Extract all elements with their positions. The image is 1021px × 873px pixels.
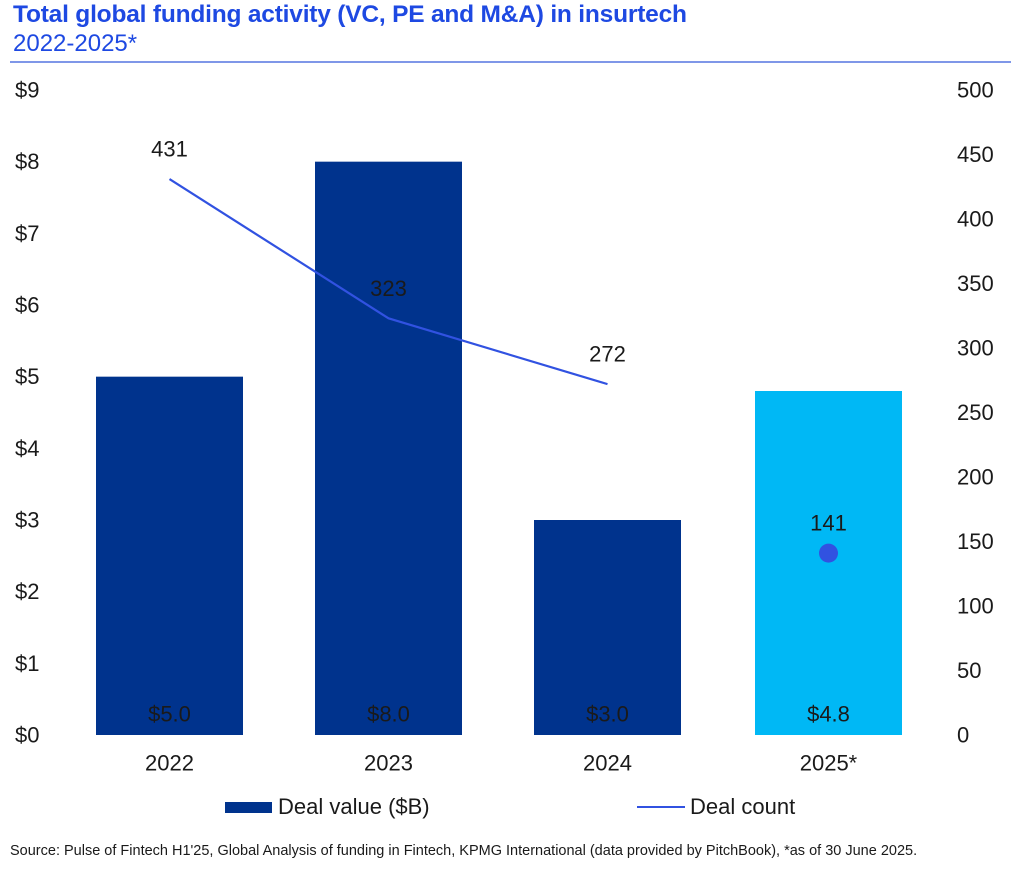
right-axis-tick: 200 bbox=[957, 465, 994, 490]
x-axis-label: 2022 bbox=[145, 751, 194, 776]
bar-value-label: $8.0 bbox=[367, 702, 410, 727]
deal-count-marker bbox=[819, 543, 838, 563]
right-axis-tick: 350 bbox=[957, 271, 994, 296]
right-axis-tick: 450 bbox=[957, 142, 994, 167]
right-axis-tick: 250 bbox=[957, 400, 994, 425]
deal-count-label: 323 bbox=[370, 276, 407, 301]
header-divider bbox=[10, 61, 1011, 63]
deal-count-label: 431 bbox=[151, 137, 188, 162]
x-axis-label: 2024 bbox=[583, 751, 632, 776]
bar-2025 bbox=[755, 391, 902, 735]
right-axis-tick: 150 bbox=[957, 529, 994, 554]
left-axis-tick: $4 bbox=[15, 436, 39, 461]
left-axis-tick: $1 bbox=[15, 651, 39, 676]
legend-deal-value-label: Deal value ($B) bbox=[278, 794, 430, 819]
chart-legend: Deal value ($B) Deal count bbox=[0, 794, 1021, 820]
deal-count-swatch-icon bbox=[637, 806, 685, 808]
left-axis-tick: $9 bbox=[15, 78, 39, 103]
legend-deal-count-label: Deal count bbox=[690, 794, 796, 819]
left-axis-tick: $0 bbox=[15, 723, 39, 748]
x-axis-label: 2023 bbox=[364, 751, 413, 776]
funding-bar-line-chart: $9$8$7$6$5$4$3$2$1$050045040035030025020… bbox=[15, 78, 994, 776]
source-note: Source: Pulse of Fintech H1'25, Global A… bbox=[10, 843, 918, 859]
deal-value-swatch-icon bbox=[225, 801, 272, 813]
deal-count-label: 141 bbox=[810, 511, 847, 536]
left-axis-tick: $5 bbox=[15, 364, 39, 389]
left-axis-tick: $2 bbox=[15, 579, 39, 604]
deal-count-line bbox=[168, 178, 608, 386]
right-axis-tick: 50 bbox=[957, 658, 981, 683]
legend-item-deal-count: Deal count bbox=[637, 794, 795, 820]
deal-count-label: 272 bbox=[589, 342, 626, 367]
left-axis-tick: $6 bbox=[15, 293, 39, 318]
right-axis-tick: 0 bbox=[957, 723, 969, 748]
bar-2022 bbox=[96, 376, 243, 735]
page-title: Total global funding activity (VC, PE an… bbox=[13, 1, 687, 28]
legend-item-deal-value: Deal value ($B) bbox=[225, 794, 430, 820]
right-axis-tick: 500 bbox=[957, 78, 994, 103]
bar-value-label: $3.0 bbox=[586, 702, 629, 727]
left-axis-tick: $8 bbox=[15, 149, 39, 174]
bar-value-label: $5.0 bbox=[148, 702, 191, 727]
bar-2023 bbox=[315, 161, 462, 735]
bar-2024 bbox=[534, 520, 681, 735]
x-axis-label: 2025* bbox=[800, 751, 858, 776]
right-axis-tick: 100 bbox=[957, 594, 994, 619]
left-axis-tick: $3 bbox=[15, 508, 39, 533]
page-subtitle: 2022-2025* bbox=[13, 30, 138, 57]
bar-value-label: $4.8 bbox=[807, 702, 850, 727]
left-axis-tick: $7 bbox=[15, 221, 39, 246]
right-axis-tick: 400 bbox=[957, 207, 994, 232]
right-axis-tick: 300 bbox=[957, 336, 994, 361]
